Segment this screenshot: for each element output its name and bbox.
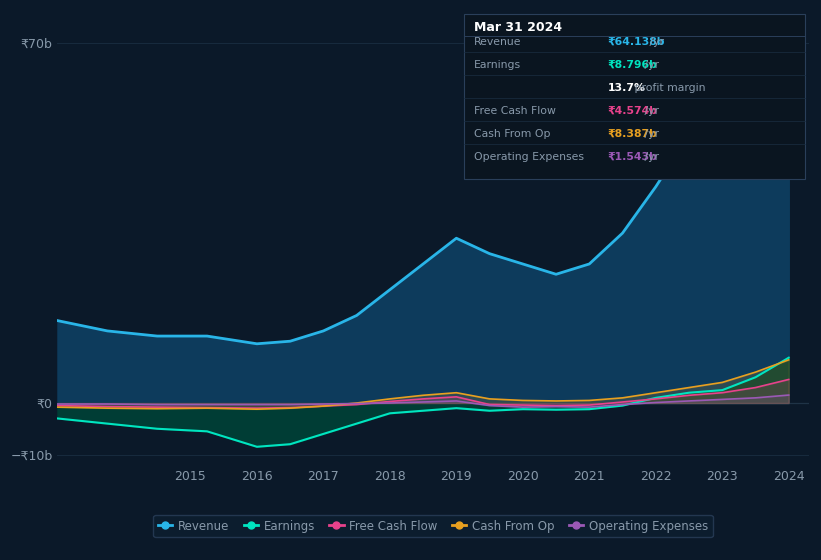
Text: Revenue: Revenue [474, 37, 521, 47]
Text: /yr: /yr [641, 129, 659, 139]
Text: ₹4.574b: ₹4.574b [608, 106, 658, 116]
Text: /yr: /yr [641, 106, 659, 116]
Text: Mar 31 2024: Mar 31 2024 [474, 21, 562, 34]
Text: /yr: /yr [641, 152, 659, 162]
Text: 13.7%: 13.7% [608, 83, 645, 93]
Text: Operating Expenses: Operating Expenses [474, 152, 584, 162]
Text: Cash From Op: Cash From Op [474, 129, 550, 139]
Text: ₹1.543b: ₹1.543b [608, 152, 658, 162]
Text: Free Cash Flow: Free Cash Flow [474, 106, 556, 116]
Text: ₹8.796b: ₹8.796b [608, 60, 658, 70]
Text: ₹8.387b: ₹8.387b [608, 129, 658, 139]
Text: Earnings: Earnings [474, 60, 521, 70]
Text: /yr: /yr [641, 60, 659, 70]
Text: /yr: /yr [645, 37, 663, 47]
Text: profit margin: profit margin [631, 83, 706, 93]
Text: ₹64.138b: ₹64.138b [608, 37, 665, 47]
Legend: Revenue, Earnings, Free Cash Flow, Cash From Op, Operating Expenses: Revenue, Earnings, Free Cash Flow, Cash … [154, 515, 713, 537]
